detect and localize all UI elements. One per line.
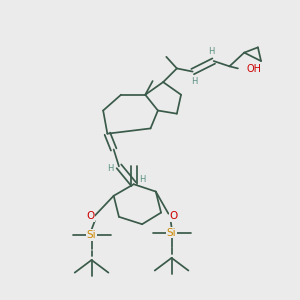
Text: O: O <box>86 211 95 221</box>
Text: H: H <box>139 176 145 184</box>
Text: H: H <box>191 76 198 85</box>
Text: H: H <box>208 47 215 56</box>
Text: H: H <box>107 164 114 173</box>
Text: Si: Si <box>167 228 176 238</box>
Text: OH: OH <box>246 64 261 74</box>
Text: O: O <box>169 211 178 221</box>
Text: Si: Si <box>87 230 96 240</box>
